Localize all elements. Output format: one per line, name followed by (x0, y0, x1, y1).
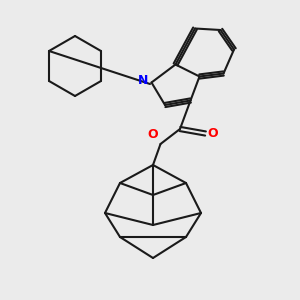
Text: O: O (207, 127, 217, 140)
Text: O: O (147, 128, 158, 141)
Text: N: N (137, 74, 148, 88)
